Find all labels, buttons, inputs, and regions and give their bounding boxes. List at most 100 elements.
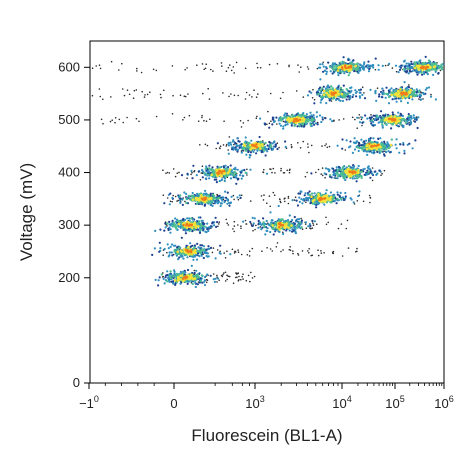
data-point: [121, 62, 123, 65]
data-point: [383, 154, 386, 157]
data-point: [308, 190, 311, 193]
data-point: [184, 229, 187, 232]
data-point: [250, 222, 252, 225]
data-point: [171, 196, 174, 199]
data-point: [232, 139, 235, 142]
data-point: [312, 122, 315, 125]
data-point: [186, 172, 189, 175]
data-point: [188, 217, 191, 220]
data-point: [385, 86, 388, 89]
data-point: [198, 220, 201, 223]
data-point: [249, 220, 252, 224]
data-point: [229, 64, 231, 66]
data-point: [330, 201, 333, 204]
data-point: [196, 273, 199, 277]
data-point: [254, 228, 256, 231]
data-point: [284, 223, 287, 227]
data-point: [427, 86, 431, 89]
data-point: [379, 110, 383, 113]
data-point: [345, 98, 348, 101]
data-point: [138, 120, 140, 123]
data-point: [249, 200, 252, 202]
data-point: [262, 199, 265, 201]
data-point: [185, 192, 188, 195]
data-point: [199, 228, 202, 232]
data-point: [200, 274, 204, 277]
data-point: [409, 122, 413, 125]
data-point: [411, 98, 414, 101]
data-point: [180, 174, 184, 177]
data-point: [184, 280, 187, 283]
data-point: [262, 221, 265, 224]
data-point: [385, 92, 389, 96]
data-point: [363, 140, 366, 143]
data-point: [191, 177, 194, 180]
data-point: [409, 95, 413, 99]
data-point: [246, 174, 248, 176]
data-point: [128, 93, 131, 96]
data-point: [407, 113, 410, 116]
data-point: [223, 120, 225, 122]
data-point: [319, 63, 322, 66]
data-point: [315, 111, 318, 114]
data-point: [276, 242, 279, 244]
data-point: [253, 217, 256, 220]
data-point: [312, 88, 314, 91]
data-point: [422, 93, 425, 96]
data-point: [321, 116, 324, 119]
data-point: [229, 177, 233, 180]
data-point: [155, 115, 158, 118]
data-point: [168, 274, 172, 278]
data-point: [215, 168, 218, 171]
data-point: [211, 251, 214, 254]
data-point: [157, 284, 160, 287]
data-point: [118, 118, 121, 121]
data-point: [311, 227, 314, 229]
data-point: [163, 229, 166, 232]
data-point: [172, 168, 175, 170]
data-point: [320, 250, 322, 252]
data-point: [251, 277, 254, 279]
data-point: [316, 121, 319, 124]
data-point: [220, 62, 223, 64]
data-point: [362, 63, 365, 66]
data-point: [291, 199, 294, 202]
data-point: [333, 119, 335, 122]
data-point: [367, 165, 370, 168]
data-point: [213, 224, 216, 227]
data-point: [207, 87, 209, 90]
data-point: [179, 201, 182, 204]
data-point: [249, 151, 252, 154]
data-point: [336, 169, 339, 172]
data-point: [335, 98, 338, 101]
data-point: [262, 171, 264, 173]
data-point: [396, 117, 400, 120]
data-point: [347, 92, 350, 95]
data-point: [391, 98, 394, 101]
data-point: [311, 254, 314, 257]
data-point: [379, 137, 382, 140]
data-point: [264, 233, 267, 236]
data-point: [298, 196, 301, 199]
data-point: [276, 123, 278, 125]
data-point: [382, 114, 385, 117]
data-point: [176, 248, 179, 251]
data-point: [217, 200, 221, 203]
data-point: [191, 282, 194, 286]
data-point: [262, 224, 266, 227]
data-point: [192, 218, 195, 221]
data-point: [337, 227, 340, 230]
data-point: [278, 219, 281, 223]
data-point: [269, 205, 272, 208]
data-point: [317, 249, 319, 251]
data-point: [271, 224, 275, 227]
data-point: [361, 121, 364, 124]
data-point: [366, 66, 369, 69]
data-point: [230, 143, 233, 146]
data-point: [324, 144, 326, 147]
data-point: [203, 251, 206, 254]
data-point: [221, 65, 223, 67]
data-point: [255, 96, 258, 98]
data-point: [268, 122, 271, 125]
data-point: [207, 245, 210, 248]
